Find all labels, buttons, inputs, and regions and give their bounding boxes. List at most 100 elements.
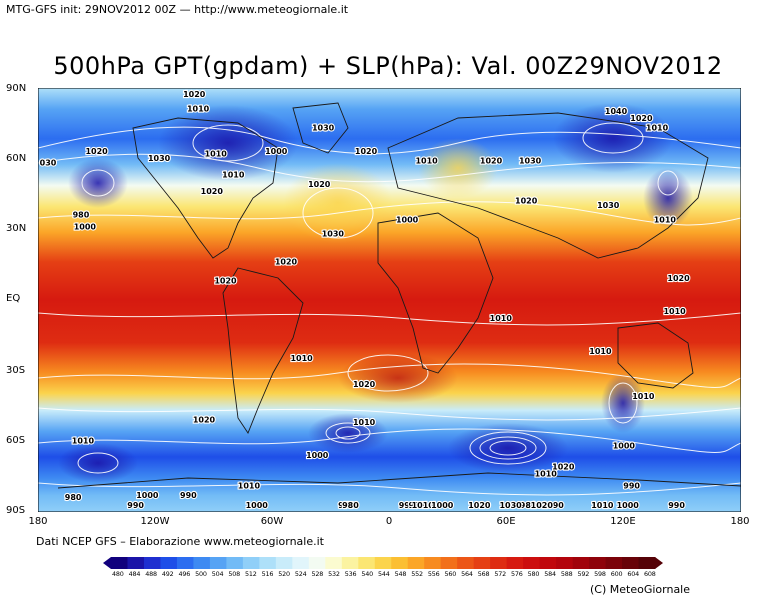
lon-label: 60W <box>260 516 284 527</box>
colorbar-segment <box>391 557 409 569</box>
pressure-label: 1000 <box>431 501 454 510</box>
pressure-label: 1020 <box>214 277 237 286</box>
colorbar-label: 572 <box>494 570 506 578</box>
colorbar-label: 504 <box>211 570 224 578</box>
pressure-label: 1020 <box>515 196 538 205</box>
colorbar-segment <box>341 557 359 569</box>
north-america-outline <box>132 117 279 259</box>
colorbar-label: 540 <box>361 570 373 578</box>
pressure-label: 1020 <box>480 156 503 165</box>
ridge-north-atlantic <box>283 163 393 243</box>
pressure-label: 1030 <box>519 156 542 165</box>
colorbar-label: 548 <box>394 570 407 578</box>
source-url[interactable]: http://www.meteogiornale.it <box>194 3 349 16</box>
colorbar-segment <box>556 557 573 569</box>
trough-siberia <box>553 103 673 173</box>
colorbar-label: 496 <box>178 570 191 578</box>
colorbar-segment <box>259 557 277 569</box>
colorbar-segment <box>127 557 145 569</box>
colorbar-label: 600 <box>610 570 623 578</box>
pressure-label: 1030 <box>322 229 345 238</box>
pressure-label: 1010 <box>290 354 313 363</box>
pressure-label: 1000 <box>306 451 329 460</box>
colorbar-label: 604 <box>627 570 639 578</box>
pressure-label: 1010 <box>353 418 376 427</box>
southern-trough-2 <box>308 413 388 453</box>
continent-outlines <box>57 102 741 489</box>
colorbar-label: 568 <box>477 570 490 578</box>
lat-label: EQ <box>6 293 21 304</box>
pressure-label: 1030 <box>597 201 620 210</box>
lat-label: 60S <box>6 435 26 446</box>
colorbar-label: 536 <box>344 570 357 578</box>
colorbar-max-arrow <box>655 557 663 569</box>
pressure-label: 1020 <box>201 187 224 196</box>
pressure-label: 1010 <box>646 123 669 132</box>
colorbar-label: 492 <box>161 570 174 578</box>
colorbar-segment <box>176 557 194 569</box>
colorbar-label: 608 <box>644 570 656 578</box>
lon-label: 180 <box>28 516 48 527</box>
colorbar-label: 544 <box>378 570 390 578</box>
pressure-label: 1030 <box>148 154 171 163</box>
colorbar-segment <box>473 557 491 569</box>
colorbar-segment <box>572 557 590 569</box>
colorbar-segment <box>622 557 639 569</box>
colorbar-label: 552 <box>411 570 423 578</box>
colorbar-label: 516 <box>261 570 274 578</box>
australia-outline <box>617 322 694 389</box>
lat-label: 90S <box>6 505 26 516</box>
colorbar-label: 528 <box>311 570 324 578</box>
pressure-label: 1010 <box>589 347 612 356</box>
colorbar-segment <box>308 557 326 569</box>
trough-north-pacific <box>68 158 128 208</box>
colorbar-segment <box>539 557 557 569</box>
pressure-label: 1030 <box>499 501 522 510</box>
pressure-label: 990 <box>127 501 144 510</box>
pressure-label: 970 <box>338 501 355 510</box>
colorbar-segment <box>160 557 178 569</box>
colorbar-segment <box>275 557 293 569</box>
colorbar-label: 588 <box>560 570 573 578</box>
lon-label: 120W <box>140 516 170 527</box>
colorbar-segment <box>325 557 343 569</box>
colorbar-segment <box>143 557 161 569</box>
pressure-label: 1000 <box>265 147 288 156</box>
colorbar-labels: 480 484 488 492 496 500 504 508 512 516 520 524 528 5… <box>112 570 656 580</box>
pressure-label: 1020 <box>552 463 575 472</box>
lon-label: 120E <box>610 516 636 527</box>
pressure-label: 1000 <box>613 441 636 450</box>
pressure-label: 1020 <box>353 380 376 389</box>
isobar-lines <box>38 122 741 496</box>
colorbar-min-arrow <box>103 557 111 569</box>
colorbar-segment <box>193 557 211 569</box>
header-separator: — <box>179 3 191 16</box>
lat-label: 90N <box>6 83 27 94</box>
pressure-label: 990 <box>623 481 640 490</box>
pressure-label: 1020 <box>355 147 378 156</box>
pressure-label: 1010 <box>222 171 245 180</box>
data-credit: Dati NCEP GFS – Elaborazione www.meteogi… <box>36 535 324 548</box>
pressure-label: 980 <box>520 501 537 510</box>
colorbar-segment <box>374 557 392 569</box>
colorbar-segment <box>292 557 310 569</box>
cutoff-low-australia <box>601 373 645 433</box>
pressure-label: 1000 <box>74 222 97 231</box>
pressure-label: 1010 <box>535 470 558 479</box>
pressure-label: 1020 <box>667 274 690 283</box>
colorbar-label: 512 <box>245 570 257 578</box>
ridge-europe <box>418 138 498 198</box>
africa-outline <box>377 212 494 374</box>
pressure-label: 1010 <box>531 501 554 510</box>
colorbar-label: 598 <box>594 570 606 578</box>
pressure-label: 030 <box>40 159 57 168</box>
colorbar-label: 520 <box>278 570 290 578</box>
colorbar-label: 584 <box>544 570 556 578</box>
trough-pacific-north <box>643 168 693 228</box>
pressure-label: 990 <box>547 501 564 510</box>
pressure-label: 1010 <box>632 392 655 401</box>
southern-trough-1 <box>448 423 568 473</box>
pressure-label: 1010 <box>490 314 513 323</box>
lat-label: 60N <box>6 153 27 164</box>
colorbar-segment <box>589 557 606 569</box>
